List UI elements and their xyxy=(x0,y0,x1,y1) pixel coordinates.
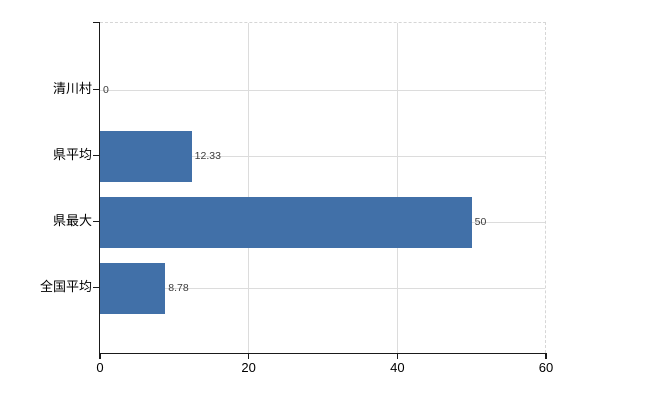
y-axis-tick xyxy=(93,154,99,156)
plot-area: 0 12.33 50 8.78 xyxy=(100,22,546,353)
bar xyxy=(100,196,472,248)
x-axis-tick-label: 20 xyxy=(241,360,256,375)
x-axis-tick-label: 0 xyxy=(96,360,104,375)
y-axis-line xyxy=(98,22,100,358)
h-gridline xyxy=(100,89,545,91)
x-axis-tick-label: 40 xyxy=(390,360,405,375)
h-gridline xyxy=(100,155,545,157)
category-label: 清川村 xyxy=(52,81,92,96)
bar xyxy=(100,130,192,182)
bar xyxy=(100,262,166,314)
bar-value-label: 0 xyxy=(103,83,109,96)
v-gridline xyxy=(396,23,398,353)
x-axis-tick xyxy=(396,354,399,359)
h-gridline xyxy=(100,287,545,289)
x-axis-tick-label: 60 xyxy=(538,360,554,375)
x-axis-tick xyxy=(545,354,547,359)
y-axis-tick xyxy=(93,88,99,90)
category-label: 県最大 xyxy=(52,213,92,228)
x-axis-line xyxy=(100,352,547,354)
v-gridline xyxy=(248,23,250,353)
category-label: 全国平均 xyxy=(39,279,92,294)
category-label: 県平均 xyxy=(52,147,92,162)
bar-value-label: 50 xyxy=(474,215,487,228)
bar-value-label: 12.33 xyxy=(194,149,221,162)
bar-value-label: 8.78 xyxy=(168,281,189,294)
x-axis-tick xyxy=(247,354,250,359)
x-axis-tick xyxy=(99,354,101,359)
y-axis-tick xyxy=(93,21,99,23)
y-axis-tick xyxy=(93,220,99,222)
y-axis-tick xyxy=(93,286,99,288)
